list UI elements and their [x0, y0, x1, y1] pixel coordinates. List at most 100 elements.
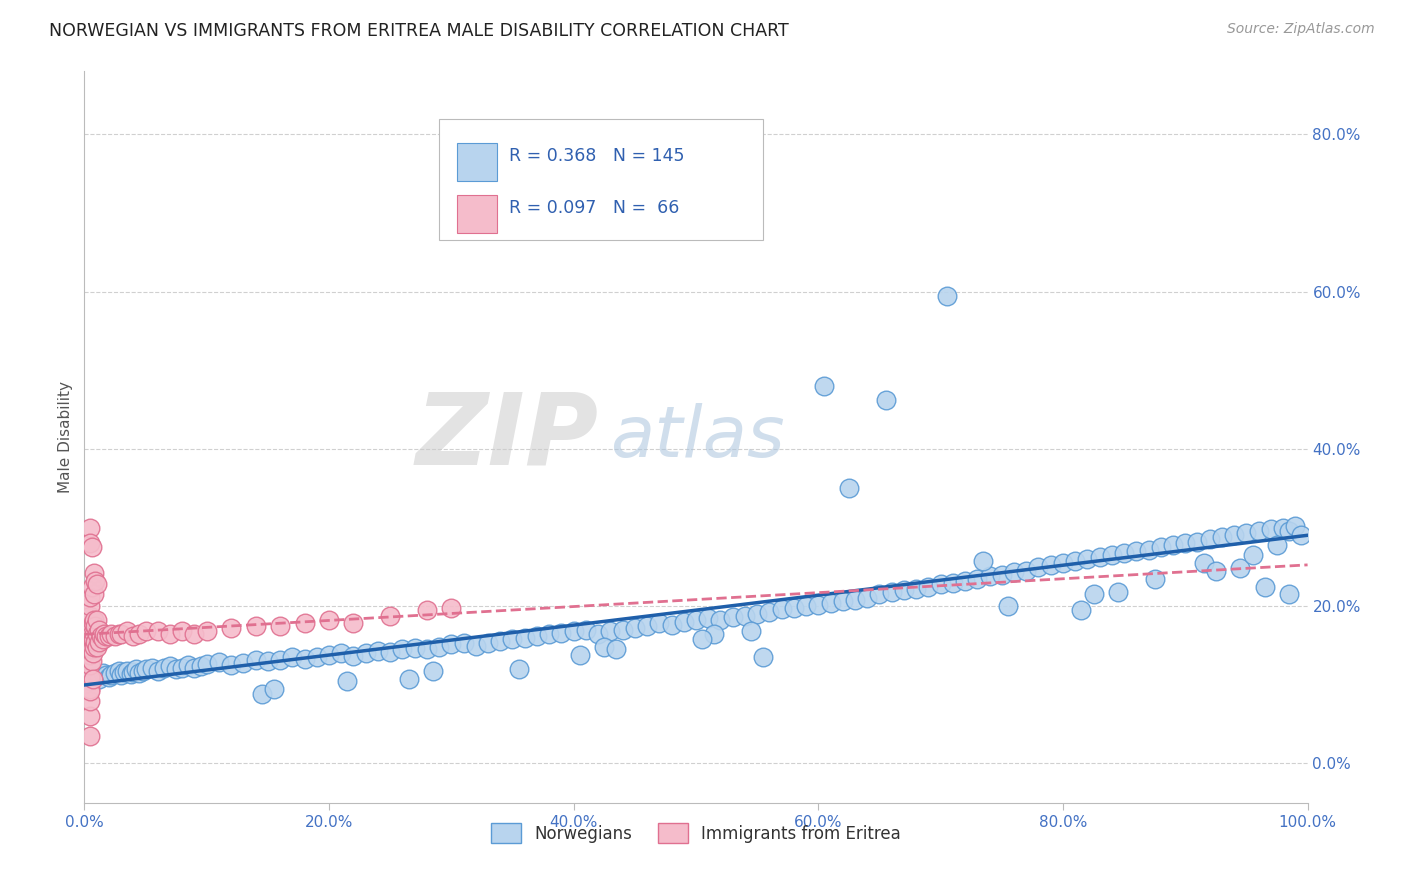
Point — [83, 566, 105, 581]
Point — [1272, 520, 1295, 534]
Point — [685, 613, 707, 627]
Point — [508, 662, 530, 676]
Point — [79, 599, 101, 614]
Point — [929, 577, 952, 591]
Point — [972, 553, 994, 567]
Point — [91, 666, 114, 681]
Point — [195, 624, 218, 639]
Point — [342, 648, 364, 663]
Text: ZIP: ZIP — [415, 389, 598, 485]
Point — [427, 640, 450, 654]
Point — [80, 626, 103, 640]
Point — [83, 640, 105, 654]
Point — [489, 633, 512, 648]
Point — [416, 603, 439, 617]
Point — [661, 618, 683, 632]
Point — [79, 648, 101, 662]
Point — [318, 613, 340, 627]
Point — [318, 648, 340, 662]
Point — [80, 642, 103, 657]
Point — [1114, 546, 1136, 560]
Point — [1083, 587, 1105, 601]
Point — [575, 623, 598, 637]
Point — [1192, 556, 1215, 570]
Text: atlas: atlas — [610, 402, 785, 472]
Point — [1088, 550, 1111, 565]
Point — [263, 681, 285, 696]
Point — [844, 593, 866, 607]
Point — [100, 667, 122, 681]
Point — [1211, 530, 1233, 544]
Point — [183, 660, 205, 674]
FancyBboxPatch shape — [457, 143, 496, 181]
Point — [172, 660, 194, 674]
Point — [586, 626, 609, 640]
Point — [953, 574, 976, 588]
Point — [1150, 540, 1173, 554]
Point — [79, 693, 101, 707]
Point — [703, 626, 725, 640]
FancyBboxPatch shape — [439, 119, 763, 240]
Point — [132, 664, 155, 678]
Point — [86, 626, 108, 640]
Point — [100, 626, 122, 640]
Point — [380, 608, 402, 623]
Point — [747, 607, 769, 621]
Point — [690, 632, 713, 647]
Point — [269, 619, 291, 633]
Point — [159, 659, 181, 673]
Point — [86, 640, 108, 654]
Point — [648, 616, 671, 631]
Point — [87, 634, 110, 648]
Point — [997, 599, 1019, 614]
Point — [107, 664, 129, 678]
Point — [624, 621, 647, 635]
Point — [740, 624, 762, 639]
Point — [79, 729, 101, 743]
Point — [80, 540, 103, 554]
Point — [294, 652, 316, 666]
Point — [141, 660, 163, 674]
Point — [79, 608, 101, 623]
Point — [453, 636, 475, 650]
Point — [1101, 548, 1123, 562]
Point — [96, 629, 118, 643]
Point — [1278, 524, 1301, 539]
Point — [82, 632, 104, 647]
Point — [84, 634, 107, 648]
Point — [398, 672, 420, 686]
Point — [79, 520, 101, 534]
Point — [79, 639, 101, 653]
Point — [96, 668, 118, 682]
Point — [342, 616, 364, 631]
Point — [1143, 572, 1166, 586]
Point — [562, 624, 585, 639]
Text: Source: ZipAtlas.com: Source: ZipAtlas.com — [1227, 22, 1375, 37]
Point — [1070, 603, 1092, 617]
Point — [526, 629, 548, 643]
Point — [115, 624, 138, 639]
Point — [79, 658, 101, 673]
Point — [83, 587, 105, 601]
Point — [84, 574, 107, 588]
Point — [135, 624, 157, 639]
Point — [568, 648, 591, 662]
Point — [477, 636, 499, 650]
Point — [86, 613, 108, 627]
Point — [599, 624, 621, 639]
Point — [112, 665, 135, 680]
Point — [183, 626, 205, 640]
Point — [1254, 580, 1277, 594]
Point — [758, 605, 780, 619]
Point — [97, 629, 120, 643]
Point — [605, 642, 627, 657]
Point — [1260, 522, 1282, 536]
Point — [294, 616, 316, 631]
Point — [79, 681, 101, 696]
Point — [79, 536, 101, 550]
Point — [367, 644, 389, 658]
Point — [869, 587, 891, 601]
Point — [380, 645, 402, 659]
Point — [440, 600, 463, 615]
Legend: Norwegians, Immigrants from Eritrea: Norwegians, Immigrants from Eritrea — [485, 817, 907, 849]
